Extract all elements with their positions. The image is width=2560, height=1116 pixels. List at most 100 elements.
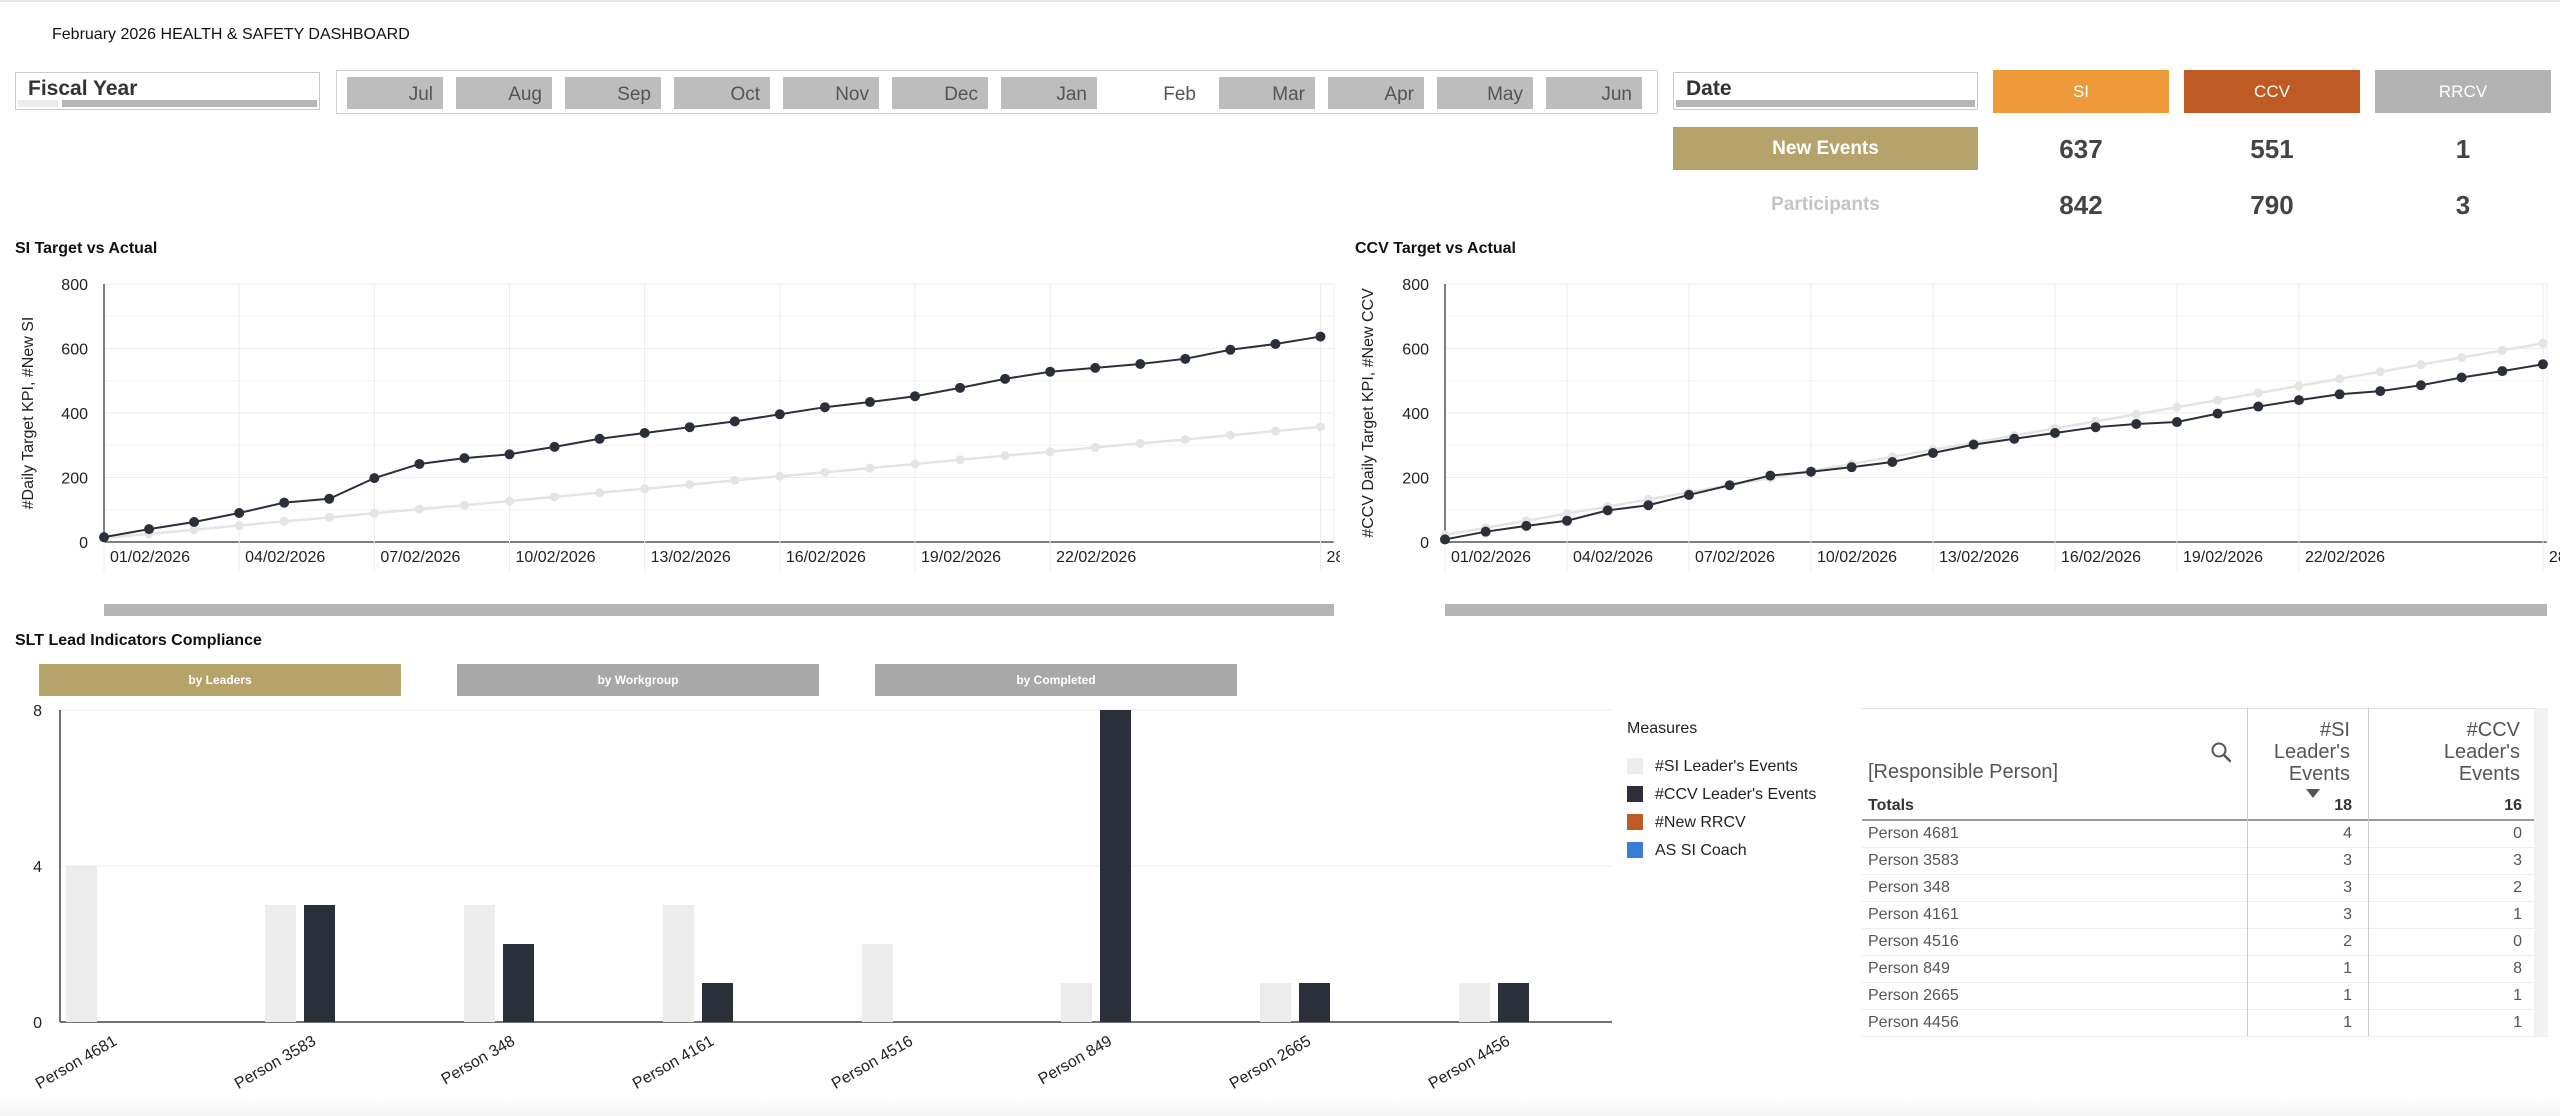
dim-header[interactable]: [Responsible Person] xyxy=(1868,761,2059,783)
kpi-rrcv-participants: 3 xyxy=(2455,190,2471,220)
col-si-header-line: Events xyxy=(2288,763,2350,785)
target-point xyxy=(820,467,830,477)
y-axis-label: #CCV Daily Target KPI, #New CCV xyxy=(1360,288,1377,538)
kpi-new-events-label[interactable]: New Events xyxy=(1673,127,1978,170)
legend-item-ccv-leaders-events[interactable]: #CCV Leader's Events xyxy=(1627,786,1816,804)
col-ccv-header[interactable]: #CCV Leader's Events xyxy=(2444,719,2520,785)
actual-point xyxy=(2009,433,2020,444)
row-si-value: 2 xyxy=(2343,933,2352,950)
si-chart-title: SI Target vs Actual xyxy=(15,240,158,257)
x-tick-label: 04/02/2026 xyxy=(245,549,325,566)
legend-title: Measures xyxy=(1627,720,1698,737)
x-tick-label: 10/02/2026 xyxy=(515,549,595,566)
kpi-ccv-new-events: 551 xyxy=(2250,134,2294,164)
target-point xyxy=(2416,360,2426,370)
month-may[interactable]: May xyxy=(1437,77,1533,109)
month-oct[interactable]: Oct xyxy=(674,77,770,109)
legend-item-si-leaders-events[interactable]: #SI Leader's Events xyxy=(1627,758,1798,776)
x-category-label: Person 4161 xyxy=(630,1033,717,1093)
actual-point xyxy=(1643,500,1654,511)
target-point xyxy=(2253,388,2263,398)
month-aug[interactable]: Aug xyxy=(456,77,552,109)
actual-point xyxy=(774,409,785,420)
legend-label: AS SI Coach xyxy=(1655,842,1747,859)
month-jul[interactable]: Jul xyxy=(347,77,443,109)
target-point xyxy=(1562,509,1572,519)
si-leaders-events-bar xyxy=(265,905,296,1022)
sort-descending-icon[interactable] xyxy=(2306,789,2320,799)
row-person: Person 4161 xyxy=(1868,906,1959,923)
kpi-si-new-events: 637 xyxy=(2059,134,2103,164)
tab-by-completed[interactable]: by Completed xyxy=(875,664,1237,696)
table-row[interactable]: Person 4161 3 1 xyxy=(1862,901,2548,929)
month-dec[interactable]: Dec xyxy=(892,77,988,109)
month-feb[interactable]: Feb xyxy=(1110,77,1206,109)
target-series-line xyxy=(103,425,1321,540)
kpi-header-si[interactable]: SI xyxy=(1993,70,2169,113)
x-tick-label: 13/02/2026 xyxy=(651,549,731,566)
fiscal-year-filter[interactable]: Fiscal Year xyxy=(15,72,320,110)
actual-point xyxy=(1765,470,1776,481)
actual-point xyxy=(1480,526,1491,537)
x-tick-label: 28/02/2026 xyxy=(1326,549,1340,566)
actual-point xyxy=(144,524,155,535)
actual-point xyxy=(1724,480,1735,491)
month-nov[interactable]: Nov xyxy=(783,77,879,109)
table-row[interactable]: Person 348 3 2 xyxy=(1862,874,2548,902)
actual-point xyxy=(1561,515,1572,526)
fiscal-year-label: Fiscal Year xyxy=(28,77,138,100)
table-row[interactable]: Person 4456 1 1 xyxy=(1862,1009,2548,1037)
ccv-leaders-events-bar xyxy=(1299,983,1330,1022)
month-mar[interactable]: Mar xyxy=(1219,77,1315,109)
table-row[interactable]: Person 3583 3 3 xyxy=(1862,847,2548,875)
actual-point xyxy=(2293,395,2304,406)
ccv-chart-title: CCV Target vs Actual xyxy=(1355,240,1516,257)
row-ccv-value: 1 xyxy=(2513,987,2522,1004)
x-category-label: Person 849 xyxy=(1036,1033,1115,1089)
si-leaders-events-bar xyxy=(663,905,694,1022)
search-icon[interactable] xyxy=(2210,741,2232,763)
ccv-chart-scrollbar[interactable] xyxy=(1445,604,2547,616)
month-jun[interactable]: Jun xyxy=(1546,77,1642,109)
x-category-label: Person 348 xyxy=(439,1033,518,1089)
col-si-header-line: Leader's xyxy=(2273,741,2350,763)
row-si-value: 4 xyxy=(2343,825,2352,842)
month-apr[interactable]: Apr xyxy=(1328,77,1424,109)
actual-point xyxy=(1683,489,1694,500)
kpi-header-rrcv[interactable]: RRCV xyxy=(2375,70,2551,113)
kpi-participants-label[interactable]: Participants xyxy=(1771,194,1880,215)
target-point xyxy=(414,504,424,514)
table-row[interactable]: Person 4516 2 0 xyxy=(1862,928,2548,956)
legend-label: #SI Leader's Events xyxy=(1655,758,1798,775)
kpi-header-ccv[interactable]: CCV xyxy=(2184,70,2360,113)
actual-point xyxy=(2049,427,2060,438)
target-point xyxy=(459,500,469,510)
legend-item-new-rrcv[interactable]: #New RRCV xyxy=(1627,814,1746,832)
x-category-label: Person 4516 xyxy=(829,1033,916,1093)
x-tick-label: 13/02/2026 xyxy=(1939,549,2019,566)
table-row[interactable]: Person 849 1 8 xyxy=(1862,955,2548,983)
month-jan[interactable]: Jan xyxy=(1001,77,1097,109)
actual-point xyxy=(1805,466,1816,477)
table-row[interactable]: Person 2665 1 1 xyxy=(1862,982,2548,1010)
table-row[interactable]: Person 4681 4 0 xyxy=(1862,820,2548,848)
row-si-value: 1 xyxy=(2343,960,2352,977)
date-label: Date xyxy=(1686,77,1732,100)
month-sep[interactable]: Sep xyxy=(565,77,661,109)
ccv-target-vs-actual-chart: 0 200 400 600 800 01/02/2026 04/02/2026 07/02/2… xyxy=(1360,277,2560,572)
target-point xyxy=(1270,426,1280,436)
target-point xyxy=(2172,402,2182,412)
legend-item-as-si-coach[interactable]: AS SI Coach xyxy=(1627,842,1747,860)
x-tick-label: 22/02/2026 xyxy=(2305,549,2385,566)
row-ccv-value: 8 xyxy=(2513,960,2522,977)
si-chart-scrollbar[interactable] xyxy=(104,604,1334,616)
tab-by-workgroup[interactable]: by Workgroup xyxy=(457,664,819,696)
row-si-value: 3 xyxy=(2343,879,2352,896)
date-filter[interactable]: Date xyxy=(1673,72,1978,110)
totals-ccv: 16 xyxy=(2504,797,2522,814)
target-point xyxy=(504,496,514,506)
col-si-header[interactable]: #SI Leader's Events xyxy=(2274,719,2350,785)
y-tick-label: 800 xyxy=(61,277,88,294)
tab-by-leaders[interactable]: by Leaders xyxy=(39,664,401,696)
table-scroll-edge[interactable] xyxy=(2534,708,2548,1036)
